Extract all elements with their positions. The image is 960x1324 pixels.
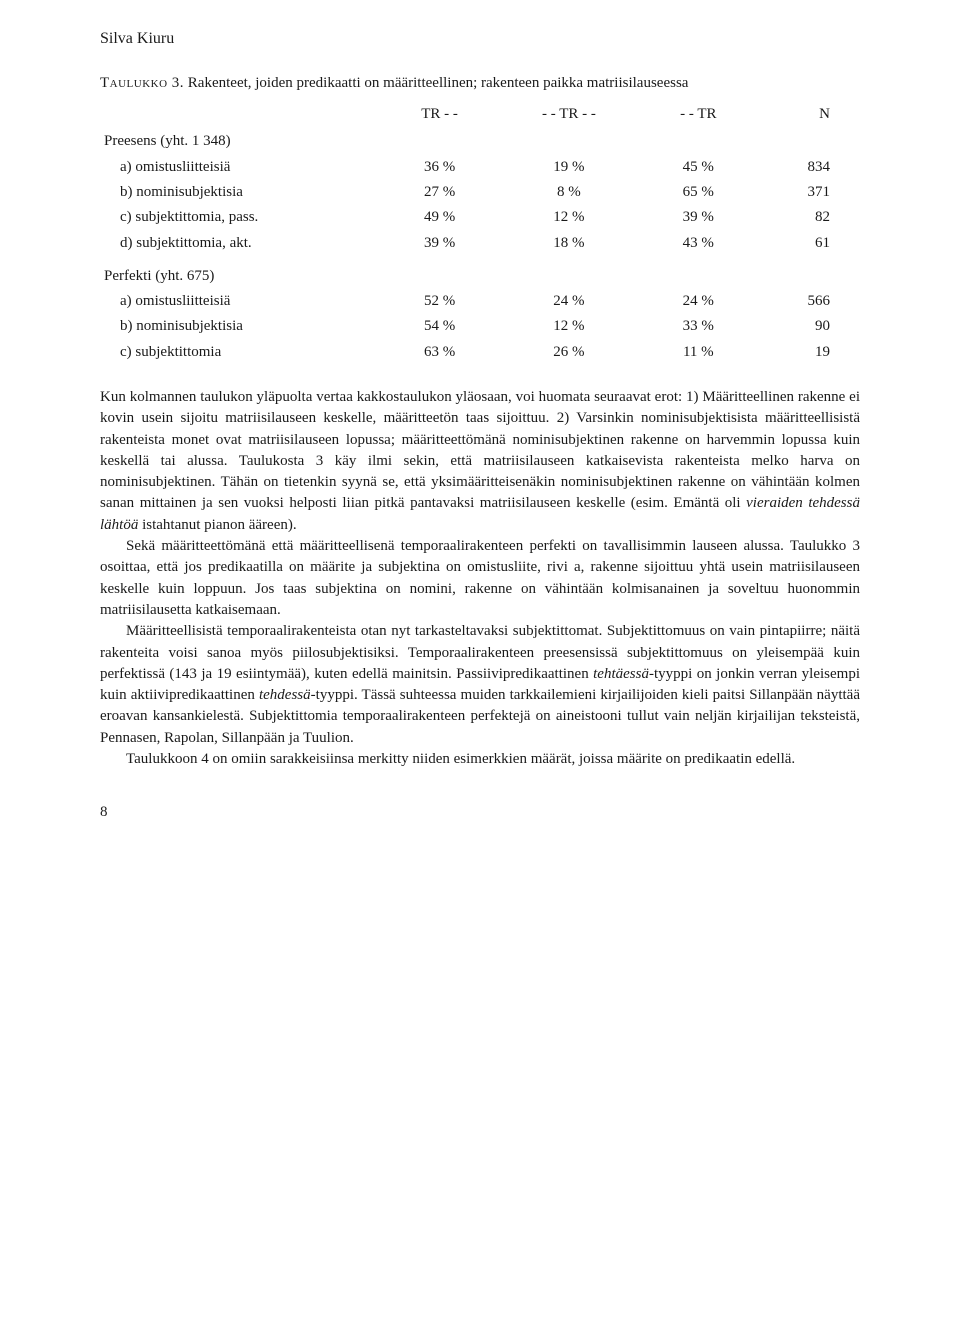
row-label: a) omistusliitteisiä [100, 155, 375, 180]
body-text: Kun kolmannen taulukon yläpuolta vertaa … [100, 387, 860, 770]
page-number: 8 [100, 802, 860, 823]
cell: 11 % [634, 340, 763, 365]
paragraph: Kun kolmannen taulukon yläpuolta vertaa … [100, 387, 860, 536]
row-label: d) subjektittomia, akt. [100, 231, 375, 256]
row-label: b) nominisubjektisia [100, 180, 375, 205]
text: Kun kolmannen taulukon yläpuolta vertaa … [100, 389, 860, 511]
cell: 52 % [375, 289, 504, 314]
paragraph: Sekä määritteettömänä että määritteellis… [100, 536, 860, 621]
table-row: a) omistusliitteisiä 36 % 19 % 45 % 834 [100, 155, 860, 180]
table-caption-text: Rakenteet, joiden predikaatti on määritt… [188, 75, 689, 91]
cell: 90 [763, 314, 860, 339]
cell: 371 [763, 180, 860, 205]
data-table: TR - - - - TR - - - - TR N Preesens (yht… [100, 102, 860, 365]
row-label: b) nominisubjektisia [100, 314, 375, 339]
cell: 19 % [504, 155, 633, 180]
table-row: a) omistusliitteisiä 52 % 24 % 24 % 566 [100, 289, 860, 314]
emphasis: tehtäessä [593, 666, 649, 682]
section-label: Perfekti (yht. 675) [100, 256, 375, 289]
cell: 12 % [504, 314, 633, 339]
table-row: d) subjektittomia, akt. 39 % 18 % 43 % 6… [100, 231, 860, 256]
cell: 26 % [504, 340, 633, 365]
table-header: TR - - [375, 102, 504, 129]
cell: 43 % [634, 231, 763, 256]
table-row: c) subjektittomia 63 % 26 % 11 % 19 [100, 340, 860, 365]
cell: 39 % [634, 205, 763, 230]
table-section-title: Preesens (yht. 1 348) [100, 129, 860, 154]
cell: 49 % [375, 205, 504, 230]
row-label: c) subjektittomia, pass. [100, 205, 375, 230]
author-name: Silva Kiuru [100, 28, 860, 51]
table-section-title: Perfekti (yht. 675) [100, 256, 860, 289]
section-label: Preesens (yht. 1 348) [100, 129, 375, 154]
table-row: b) nominisubjektisia 27 % 8 % 65 % 371 [100, 180, 860, 205]
cell: 27 % [375, 180, 504, 205]
table-row: b) nominisubjektisia 54 % 12 % 33 % 90 [100, 314, 860, 339]
text: istahtanut pianon ääreen). [138, 517, 296, 533]
table-header: - - TR [634, 102, 763, 129]
cell: 39 % [375, 231, 504, 256]
row-label: c) subjektittomia [100, 340, 375, 365]
cell: 63 % [375, 340, 504, 365]
cell: 33 % [634, 314, 763, 339]
table-header-row: TR - - - - TR - - - - TR N [100, 102, 860, 129]
cell: 61 [763, 231, 860, 256]
table-caption: Taulukko 3. Rakenteet, joiden predikaatt… [100, 73, 860, 94]
emphasis: tehdessä [259, 687, 311, 703]
table-header: N [763, 102, 860, 129]
cell: 566 [763, 289, 860, 314]
cell: 82 [763, 205, 860, 230]
cell: 24 % [634, 289, 763, 314]
cell: 45 % [634, 155, 763, 180]
cell: 18 % [504, 231, 633, 256]
table-label: Taulukko 3. [100, 75, 184, 91]
table-header [100, 102, 375, 129]
cell: 12 % [504, 205, 633, 230]
row-label: a) omistusliitteisiä [100, 289, 375, 314]
table-header: - - TR - - [504, 102, 633, 129]
cell: 19 [763, 340, 860, 365]
cell: 834 [763, 155, 860, 180]
cell: 8 % [504, 180, 633, 205]
table-row: c) subjektittomia, pass. 49 % 12 % 39 % … [100, 205, 860, 230]
cell: 36 % [375, 155, 504, 180]
cell: 54 % [375, 314, 504, 339]
paragraph: Taulukkoon 4 on omiin sarakkeisiinsa mer… [100, 749, 860, 770]
cell: 65 % [634, 180, 763, 205]
cell: 24 % [504, 289, 633, 314]
paragraph: Määritteellisistä temporaalirakenteista … [100, 621, 860, 749]
